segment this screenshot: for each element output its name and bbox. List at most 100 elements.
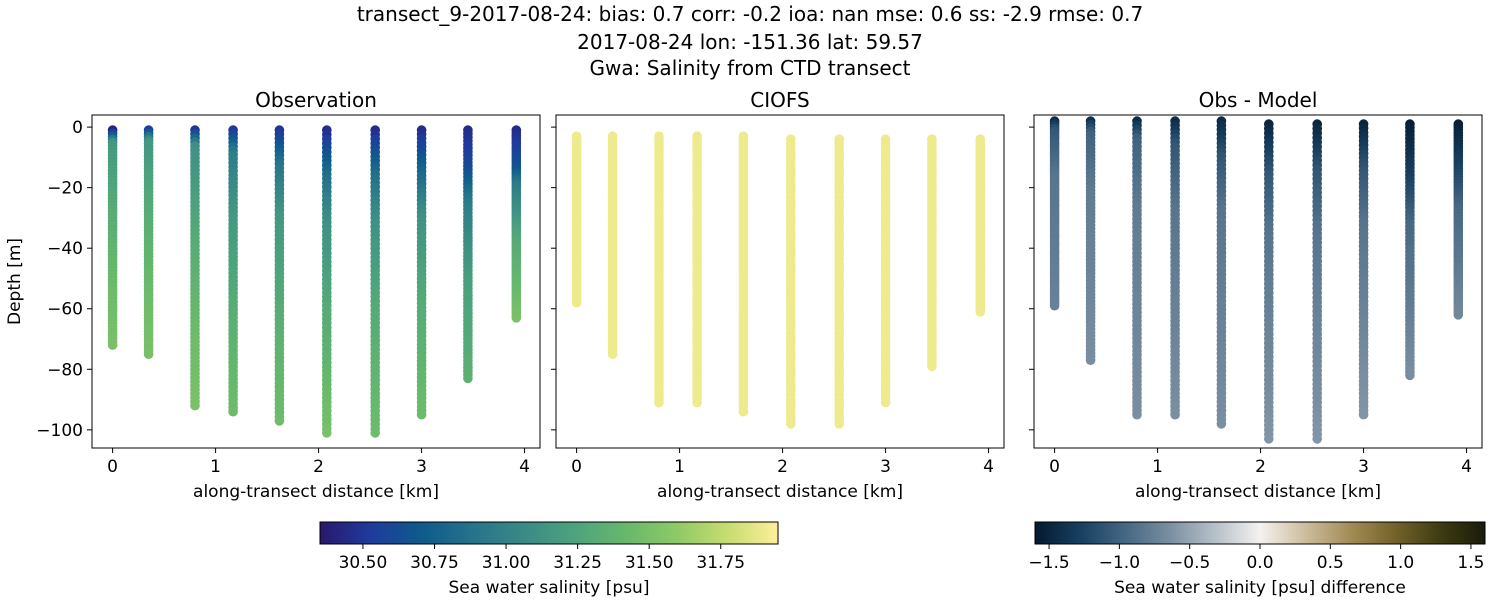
- cast-5: [274, 125, 285, 426]
- data-point: [143, 349, 154, 360]
- x-axis-label: along-transect distance [km]: [1135, 482, 1381, 502]
- cast-4: [692, 131, 702, 408]
- cast-6: [786, 134, 796, 429]
- data-point: [738, 406, 749, 417]
- data-point: [370, 428, 381, 438]
- x-tick-label: 4: [983, 457, 994, 477]
- cast-2: [1085, 116, 1096, 366]
- data-point: [274, 416, 285, 426]
- cast-7: [834, 134, 844, 429]
- x-tick-label: 0: [571, 457, 582, 477]
- colorbar-tick-label: 0.0: [1246, 553, 1273, 573]
- x-tick-label: 1: [674, 457, 685, 477]
- cast-7: [370, 125, 381, 438]
- x-tick-label: 0: [107, 457, 118, 477]
- cast-8: [1358, 119, 1369, 420]
- x-tick-label: 3: [416, 457, 427, 477]
- cast-1: [571, 131, 582, 308]
- x-axis-label: along-transect distance [km]: [193, 482, 439, 502]
- cast-3: [654, 131, 664, 408]
- x-tick-label: 1: [210, 457, 221, 477]
- data-point: [692, 397, 702, 408]
- data-point: [880, 397, 891, 408]
- data-point: [654, 397, 664, 408]
- y-tick-label: −100: [36, 421, 83, 441]
- data-point: [322, 428, 332, 438]
- colorbar-tick-label: 31.75: [696, 553, 745, 573]
- x-tick-label: 0: [1049, 457, 1060, 477]
- data-point: [416, 409, 427, 420]
- data-point: [228, 406, 238, 417]
- x-tick-label: 2: [313, 457, 324, 477]
- cast-9: [1405, 119, 1415, 381]
- x-tick-label: 3: [1358, 457, 1369, 477]
- data-point: [1264, 434, 1274, 444]
- data-point: [975, 307, 986, 317]
- cast-3: [1132, 116, 1142, 420]
- cast-4: [1170, 116, 1180, 420]
- cast-5: [738, 131, 749, 417]
- plot-frame: [91, 114, 541, 449]
- cast-8: [880, 134, 891, 408]
- colorbar-tick-label: 1.0: [1387, 553, 1414, 573]
- data-point: [786, 419, 796, 429]
- data-point: [1170, 409, 1180, 420]
- panel-1: Observation 0 1 2 3 4 0 −20 −40 −60 −80 −100 along-t…: [5, 88, 541, 502]
- cast-4: [228, 125, 238, 417]
- colorbar-label: Sea water salinity [psu]: [449, 578, 650, 598]
- figure-title-line-1: transect_9-2017-08-24: bias: 0.7 corr: -…: [356, 2, 1144, 26]
- panel-title: Obs - Model: [1199, 88, 1318, 112]
- colorbar-tick-label: 31.50: [625, 553, 674, 573]
- x-tick-label: 4: [1461, 457, 1472, 477]
- colorbar-tick-label: 31.25: [553, 553, 602, 573]
- colorbar-gradient: [1034, 521, 1486, 545]
- data-point: [511, 313, 522, 323]
- cast-2: [143, 125, 154, 360]
- colorbar-tick-label: 30.50: [339, 553, 388, 573]
- panel-title: CIOFS: [750, 88, 809, 112]
- cast-10: [1453, 119, 1464, 320]
- panel-2: CIOFS 0 1 2 3 4 along-transect distance [km]: [551, 88, 1005, 502]
- cast-6: [1264, 119, 1274, 444]
- colorbar-label: Sea water salinity [psu] difference: [1114, 578, 1406, 598]
- colorbar-tick-label: −1.5: [1028, 553, 1069, 573]
- cast-7: [1312, 119, 1322, 444]
- figure-title-line-2: 2017-08-24 lon: -151.36 lat: 59.57: [577, 30, 923, 54]
- panel-title: Observation: [255, 88, 377, 112]
- data-point: [1132, 409, 1142, 420]
- data-point: [1358, 409, 1369, 420]
- data-point: [1453, 310, 1464, 320]
- y-tick-label: 0: [72, 118, 83, 138]
- cast-6: [322, 125, 332, 438]
- data-point: [834, 419, 844, 429]
- cast-5: [1216, 116, 1227, 429]
- cast-1: [107, 125, 118, 350]
- y-tick-label: −40: [47, 239, 83, 259]
- colorbar-tick-label: −1.0: [1099, 553, 1140, 573]
- colorbar-2: −1.5 −1.0 −0.5 0.0 0.5 1.0 1.5 Sea water salini…: [1028, 521, 1486, 598]
- cast-9: [463, 125, 473, 384]
- data-point: [571, 297, 582, 308]
- colorbar-tick-label: 31.00: [482, 553, 531, 573]
- panel-3: Obs - Model 0 1 2 3 4 along-transect distance …: [1029, 88, 1483, 502]
- cast-9: [927, 134, 937, 372]
- data-point: [107, 340, 118, 350]
- data-point: [1312, 434, 1322, 444]
- x-tick-label: 3: [880, 457, 891, 477]
- data-point: [190, 400, 200, 411]
- plot-frame: [1033, 114, 1483, 449]
- figure-title-line-3: Gwa: Salinity from CTD transect: [589, 56, 911, 80]
- data-point: [463, 373, 473, 384]
- x-tick-label: 4: [519, 457, 530, 477]
- data-point: [927, 361, 937, 372]
- x-tick-label: 2: [1255, 457, 1266, 477]
- cast-2: [607, 131, 618, 360]
- data-point: [1405, 370, 1415, 381]
- data-point: [1049, 300, 1060, 311]
- data-point: [1216, 419, 1227, 429]
- cast-3: [190, 125, 200, 411]
- plot-frame: [555, 114, 1005, 449]
- cast-1: [1049, 116, 1060, 311]
- cast-10: [511, 125, 522, 323]
